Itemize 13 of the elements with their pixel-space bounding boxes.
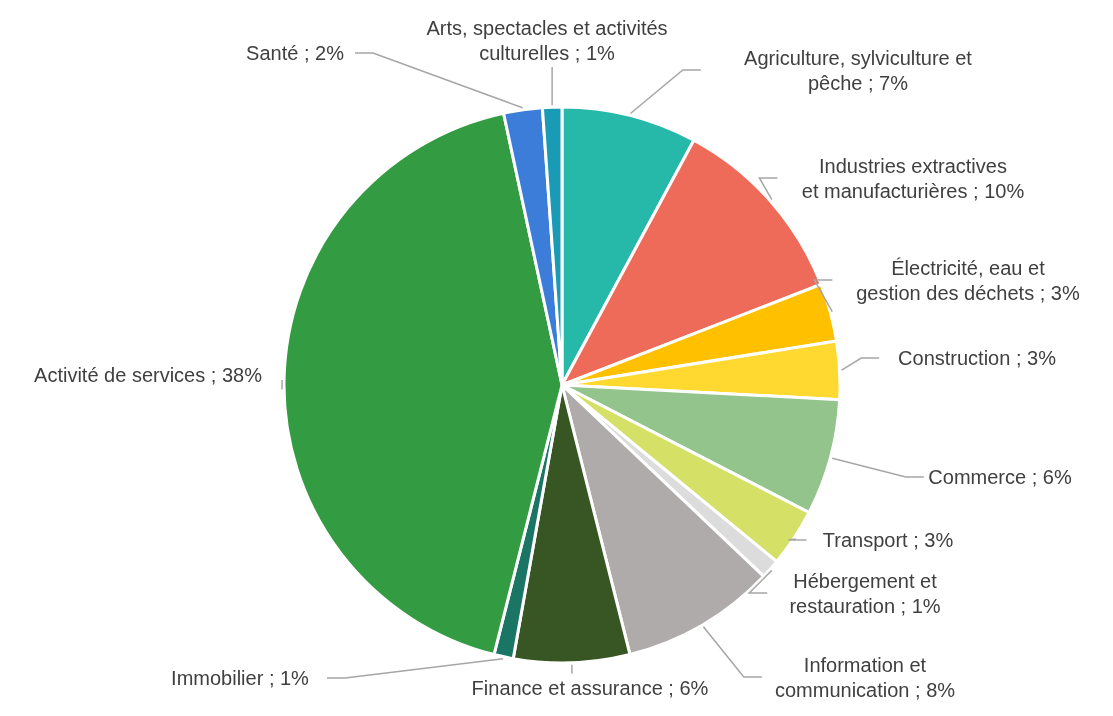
slice-label: Industries extractives et manufacturières ; 10% [801,154,1025,202]
slice-label: Activité de services ; 38% [34,364,263,386]
slice-label: Électricité, eau et gestion des déchets ; 3% [856,256,1080,304]
slice-label: Arts, spectacles et activités culturelles ; 1% [426,16,668,64]
slice-label: Information et communication ; 8% [774,653,956,701]
slice-label: Construction ; 3% [898,347,1057,369]
slice-label: Immobilier ; 1% [171,667,310,689]
slice-label: Hébergement et restauration ; 1% [789,569,941,617]
slice-label: Agriculture, sylviculture et pêche ; 7% [744,46,973,94]
slice-label: Transport ; 3% [822,529,954,551]
slice-label: Finance et assurance ; 6% [471,677,709,699]
slice-label: Santé ; 2% [246,42,345,64]
slice-label: Commerce ; 6% [928,466,1072,488]
